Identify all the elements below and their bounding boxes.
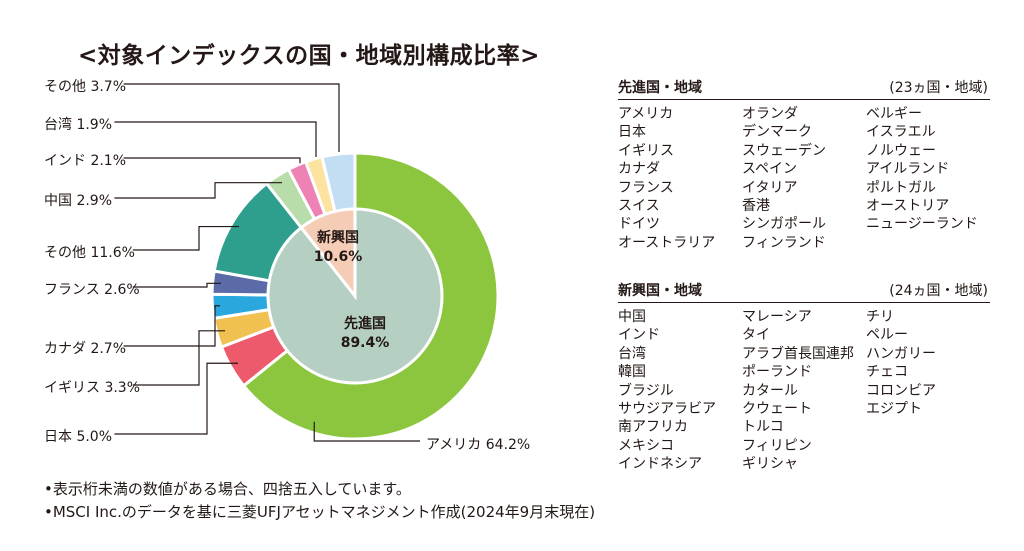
emerging-column: チリペルー ハンガリーチェコ コロンビアエジプト [866, 308, 990, 474]
developed-country: デンマーク [742, 124, 812, 141]
emerging-country: インドネシア [618, 456, 702, 473]
slice-label: その他 11.6% [44, 245, 135, 261]
developed-country: イスラエル [866, 124, 936, 141]
emerging-country: ポーランド [742, 364, 812, 381]
emerging-country: 中国 [618, 309, 646, 325]
emerging-country: ハンガリー [866, 345, 936, 362]
developed-panel: 先進国・地域 (23ヵ国・地域) アメリカ日本 イギリスカナダ フランススイス ドイツ… [618, 77, 990, 252]
developed-column: ベルギーイスラエル ノルウェーアイルランド ポルトガルオーストリア ニュージーランド [866, 105, 990, 252]
leader-line [132, 225, 239, 251]
developed-country: アイルランド [866, 161, 950, 178]
leader-line [123, 157, 301, 164]
developed-center-label: 先進国 89.4% [320, 315, 410, 353]
developed-country: アメリカ [618, 106, 674, 122]
emerging-panel: 新興国・地域 (24ヵ国・地域) 中国インド 台湾韓国 ブラジルサウジアラビア 南アフ… [618, 280, 990, 474]
emerging-country: クウェート [742, 401, 812, 418]
emerging-country: 韓国 [618, 364, 646, 381]
slice-label: その他 3.7% [44, 79, 127, 95]
emerging-country: ギリシャ [742, 456, 798, 473]
emerging-country: サウジアラビア [618, 401, 716, 418]
emerging-column: 中国インド 台湾韓国 ブラジルサウジアラビア 南アフリカ メキシコインドネシア [618, 308, 742, 474]
developed-country: ノルウェー [866, 142, 936, 159]
developed-country: 日本 [618, 124, 646, 141]
leader-lines [114, 83, 420, 442]
emerging-country: ペルー [866, 327, 908, 344]
slice-label: 台湾 1.9% [44, 117, 113, 133]
emerging-center-label: 新興国 10.6% [296, 229, 380, 267]
slice-label: 中国 2.9% [44, 193, 113, 209]
developed-country: ニュージーランド [866, 216, 978, 233]
emerging-country: インド [618, 327, 660, 344]
slice-label: インド 2.1% [44, 153, 127, 169]
leader-line [132, 282, 221, 288]
emerging-country: フィリピン [742, 437, 812, 454]
leader-line [123, 305, 220, 347]
donut-chart [114, 83, 500, 442]
developed-country: ドイツ [618, 216, 660, 233]
leader-line [114, 362, 238, 435]
developed-country-list: アメリカ 日本 イギリス カナダ フランス スイス ドイツ オーストラリア オランダ デンマークス… [618, 105, 990, 252]
developed-heading: 先進国・地域 [618, 80, 702, 96]
developed-country: オランダ [742, 106, 798, 122]
leader-line [132, 330, 225, 386]
emerging-country: チェコ [866, 364, 908, 381]
developed-country: スウェーデン [742, 142, 826, 159]
emerging-country-list: 中国 インド 台湾 韓国 ブラジル サウジアラビア 南アフリカ メキシコ インドネシア マレーシア… [618, 308, 990, 474]
inner-pie [266, 207, 444, 385]
developed-country: ポルトガル [866, 179, 936, 196]
slice-label: アメリカ 64.2% [426, 437, 531, 453]
leader-line [114, 121, 317, 158]
developed-country: オーストリア [866, 198, 950, 215]
developed-country: ベルギー [866, 106, 922, 122]
slice-label: 日本 5.0% [44, 429, 113, 445]
developed-column: アメリカ日本 イギリスカナダ フランススイス ドイツ オーストラリア [618, 105, 742, 252]
chart-title: <対象インデックスの国・地域別構成比率> [78, 43, 540, 69]
emerging-value: 10.6% [313, 249, 363, 265]
leader-line [123, 83, 340, 152]
developed-country: スイス [618, 198, 660, 215]
developed-country: カナダ [618, 161, 660, 178]
emerging-name: 新興国 [317, 230, 359, 246]
emerging-country: エジプト [866, 401, 922, 418]
developed-value: 89.4% [340, 335, 390, 351]
emerging-count: (24ヵ国・地域) [889, 283, 988, 299]
developed-country: フィンランド [742, 234, 826, 251]
emerging-country: ブラジル [618, 382, 674, 399]
developed-country: スペイン [742, 161, 798, 178]
emerging-column: マレーシアタイ アラブ首長国連邦 ポーランド カタールクウェート トルコ フィリピンギリシ… [742, 308, 866, 474]
emerging-heading: 新興国・地域 [618, 283, 702, 299]
emerging-country: コロンビア [866, 382, 936, 399]
emerging-country: タイ [742, 327, 770, 344]
emerging-country: 南アフリカ [618, 419, 688, 436]
developed-column: オランダデンマーク スウェーデン スペイン イタリア香港 シンガポール フィンランド [742, 105, 866, 252]
footnote-source: •MSCI Inc.のデータを基に三菱UFJアセットマネジメント作成(2024年… [44, 503, 596, 521]
developed-name: 先進国 [344, 316, 386, 332]
emerging-country: マレーシア [742, 309, 812, 325]
developed-count: (23ヵ国・地域) [889, 80, 988, 96]
developed-country: オーストラリア [618, 234, 716, 251]
developed-country: フランス [618, 179, 674, 196]
developed-country: 香港 [742, 198, 770, 215]
footnotes: •表示桁未満の数値がある場合、四捨五入しています。 •MSCI Inc.のデータ… [44, 478, 595, 524]
developed-country: イタリア [742, 179, 798, 196]
slice-label: カナダ 2.7% [44, 341, 127, 357]
emerging-country: アラブ首長国連邦 [742, 345, 854, 362]
emerging-slice [299, 207, 357, 301]
emerging-country: チリ [866, 309, 894, 325]
slice-label: イギリス 3.3% [44, 380, 141, 396]
emerging-country: メキシコ [618, 437, 674, 454]
emerging-country: カタール [742, 382, 798, 399]
emerging-country: トルコ [742, 419, 784, 436]
footnote-rounding: •表示桁未満の数値がある場合、四捨五入しています。 [44, 480, 411, 498]
emerging-country: 台湾 [618, 345, 646, 362]
leader-line [114, 182, 282, 199]
developed-country: イギリス [618, 142, 674, 159]
developed-country: シンガポール [742, 216, 826, 233]
leader-line [313, 421, 420, 442]
slice-label: フランス 2.6% [44, 282, 140, 298]
